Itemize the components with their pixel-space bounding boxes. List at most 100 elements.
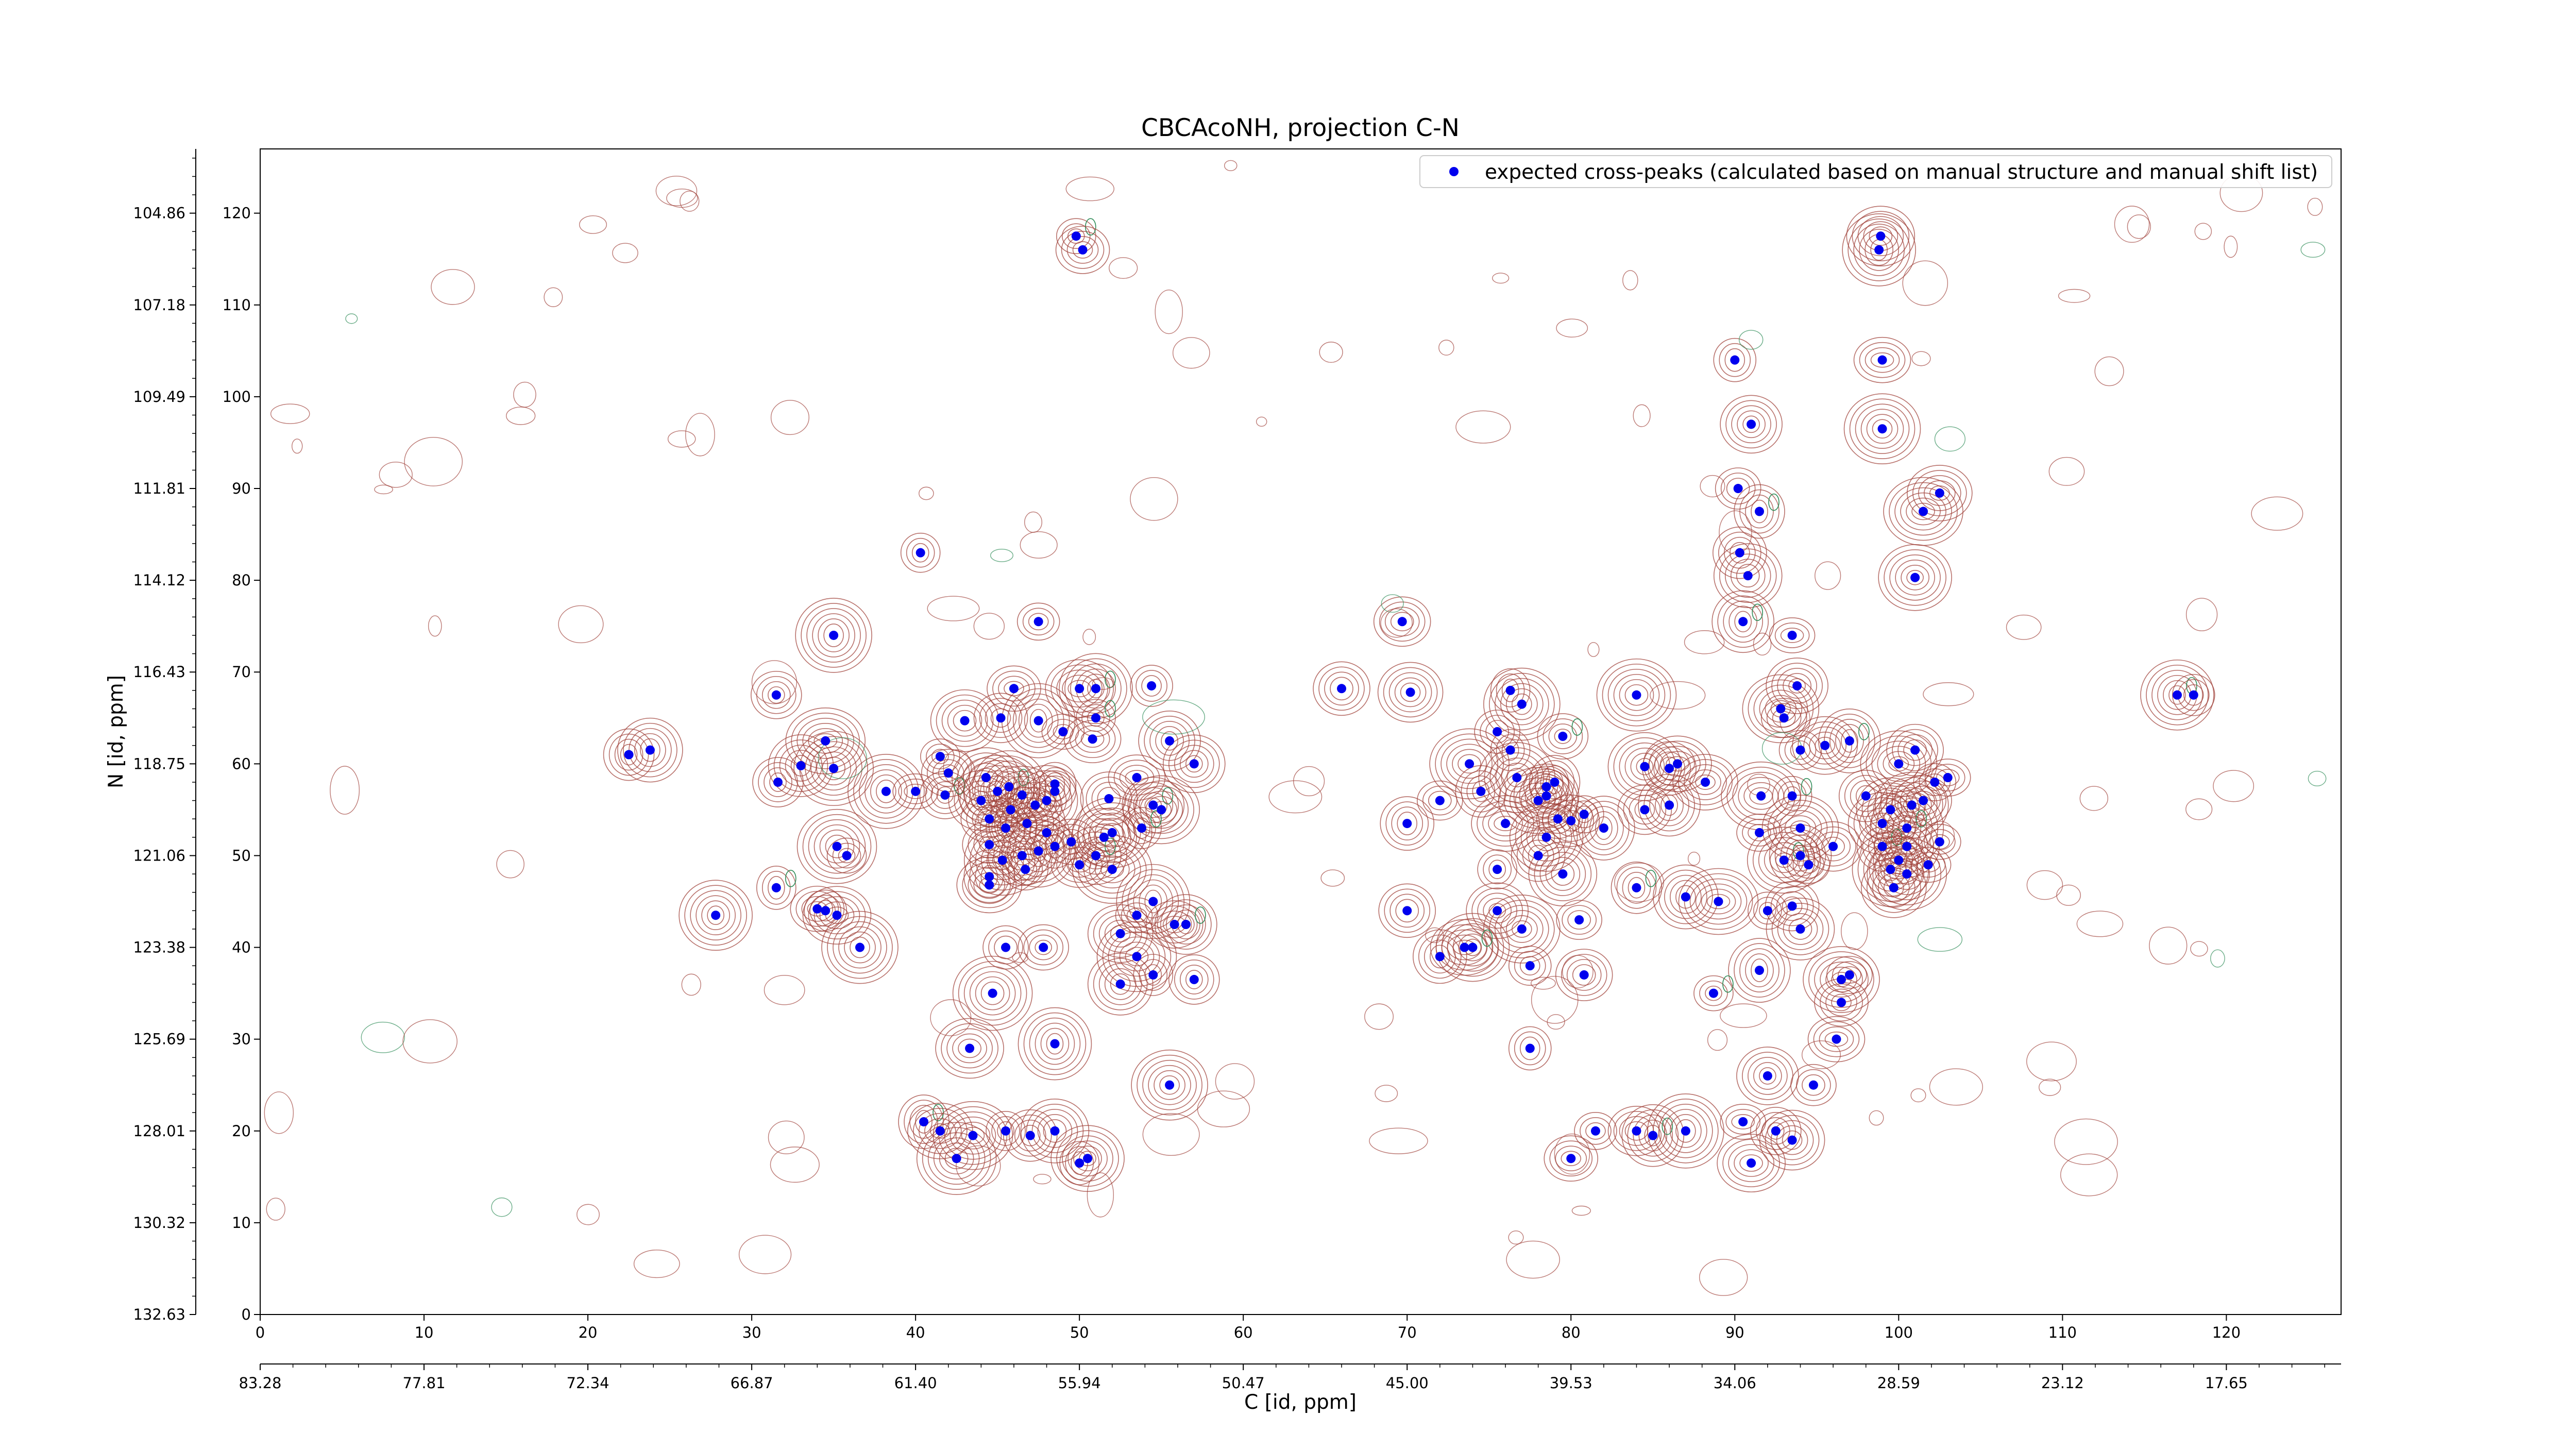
- cross-peak-point: [1894, 855, 1904, 865]
- noise-contour: [1720, 1003, 1767, 1028]
- contour-ring: [1924, 759, 1971, 797]
- y-ppm-tick-label: 111.81: [133, 480, 185, 497]
- cross-peak-point: [1733, 484, 1743, 494]
- contour-ring: [1087, 953, 1154, 1016]
- contour-ring: [1929, 834, 1950, 850]
- contour-ring: [1772, 776, 1812, 816]
- cross-peak-point: [1001, 1126, 1011, 1136]
- noise-contour: [1801, 1040, 1841, 1069]
- contour-ring: [1584, 806, 1624, 850]
- contour-ring: [1759, 689, 1803, 728]
- noise-contour: [330, 766, 360, 815]
- contour-ring: [620, 744, 638, 766]
- contour-ring: [1865, 347, 1900, 373]
- x-tick-label: 0: [256, 1324, 265, 1341]
- contour-ring: [1678, 759, 1733, 805]
- contour-ring: [1428, 790, 1452, 811]
- cross-peak-point: [1672, 759, 1682, 769]
- contour-ring: [1061, 231, 1105, 269]
- contour-ring: [1883, 751, 1915, 777]
- contour-ring: [1918, 823, 1961, 860]
- contour-ring: [1786, 839, 1815, 872]
- contour-ring: [1174, 959, 1214, 1000]
- noise-contour: [1492, 273, 1510, 284]
- noise-contour: [1923, 682, 1974, 706]
- cross-peak-point: [796, 761, 806, 770]
- cross-peak-point: [1747, 419, 1756, 429]
- contour-ring: [758, 762, 798, 802]
- noise-contour: [1700, 475, 1725, 498]
- contour-ring: [1070, 831, 1122, 880]
- contour-ring: [1630, 752, 1659, 781]
- cross-peak-point: [1517, 924, 1527, 934]
- contour-ring: [1695, 774, 1716, 790]
- contour-ring: [975, 860, 1004, 894]
- contour-ring: [1602, 663, 1671, 727]
- y-tick-label: 110: [223, 296, 251, 314]
- contour-ring: [1067, 680, 1091, 698]
- cross-peak-point: [832, 841, 842, 851]
- contour-ring: [690, 890, 741, 941]
- cross-peak-point: [1050, 841, 1060, 851]
- cross-peak-point: [985, 880, 994, 890]
- noise-contour: [667, 430, 696, 448]
- contour-ring: [1179, 750, 1209, 778]
- contour-ring: [1136, 670, 1167, 702]
- cross-peak-point: [1004, 782, 1014, 791]
- cross-peak-point: [1137, 823, 1147, 833]
- cross-peak-point: [1525, 961, 1535, 971]
- cross-peak-point: [940, 790, 950, 800]
- cross-peak-point: [968, 1131, 978, 1140]
- contour-ring: [1033, 824, 1077, 869]
- x-ppm-tick-label: 34.06: [1714, 1374, 1756, 1392]
- cross-peak-point: [1405, 687, 1415, 697]
- noise-contour: [2307, 197, 2323, 216]
- contour-ring: [952, 1033, 987, 1064]
- contour-ring: [1031, 1108, 1078, 1153]
- contour-ring: [801, 603, 867, 668]
- contour-ring: [1809, 731, 1841, 760]
- cross-peak-point: [919, 1117, 929, 1126]
- contour-ring: [1748, 824, 1771, 841]
- contour-ring: [1483, 895, 1561, 964]
- cross-peak-point: [1787, 630, 1797, 640]
- contour-ring: [1848, 218, 1910, 281]
- noise-contour: [1082, 629, 1096, 645]
- y-ppm-tick-label: 114.12: [133, 571, 185, 589]
- contour-ring: [1397, 812, 1418, 835]
- contour-ring: [1872, 419, 1893, 439]
- cross-peak-point: [1730, 355, 1740, 365]
- cross-peak-point: [943, 768, 953, 778]
- cross-peak-point: [1665, 800, 1674, 810]
- contour-ring: [898, 778, 933, 804]
- cross-peak-point: [1402, 906, 1412, 916]
- contour-ring: [1539, 852, 1586, 896]
- contour-ring: [1774, 622, 1810, 648]
- noise-contour: [612, 243, 638, 263]
- cross-peak-point: [2172, 690, 2182, 700]
- noise-contour: [1556, 318, 1588, 338]
- cross-peak-point: [1493, 727, 1502, 736]
- noise-contour: [1020, 531, 1058, 559]
- contour-ring: [1094, 855, 1130, 883]
- contour-ring: [919, 1113, 962, 1149]
- contour-ring: [1589, 811, 1618, 845]
- contour-ring: [707, 905, 724, 925]
- y-axis-label: N [id, ppm]: [105, 675, 128, 788]
- contour-ring: [1384, 888, 1431, 933]
- contour-ring: [1728, 938, 1791, 1003]
- cross-peak-point: [881, 786, 891, 796]
- cross-peak-point: [1066, 837, 1076, 847]
- contour-ring: [1185, 970, 1203, 989]
- contour-ring: [1110, 925, 1131, 942]
- contour-ring: [922, 1127, 991, 1190]
- contour-ring: [1699, 980, 1728, 1006]
- contour-ring: [985, 703, 1017, 733]
- noise-contour: [1753, 632, 1772, 655]
- cross-peak-point: [1874, 245, 1884, 255]
- contour-ring: [1838, 966, 1861, 984]
- noise-contour: [1911, 351, 1931, 366]
- contour-ring: [2183, 684, 2204, 706]
- noise-contour: [1571, 1205, 1591, 1216]
- noise-contour: [361, 1021, 405, 1053]
